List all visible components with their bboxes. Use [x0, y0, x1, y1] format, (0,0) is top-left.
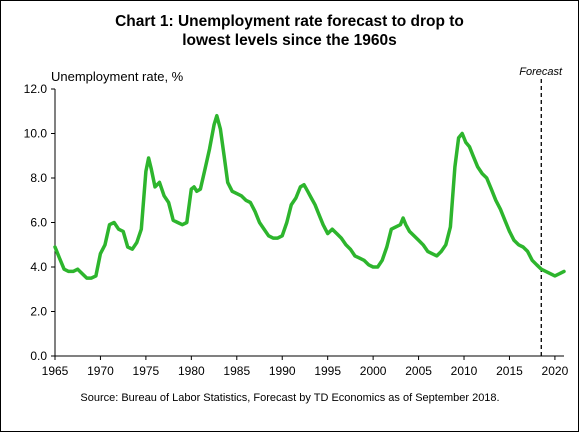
y-tick-label: 0.0	[30, 349, 47, 363]
x-tick-label: 1970	[87, 364, 114, 378]
chart-title-line-2: lowest levels since the 1960s	[182, 32, 397, 49]
y-tick-label: 2.0	[30, 305, 47, 319]
source-note: Source: Bureau of Labor Statistics, Fore…	[80, 392, 499, 404]
x-tick-label: 2010	[451, 364, 478, 378]
x-tick-label: 1965	[42, 364, 69, 378]
y-tick-label: 10.0	[24, 127, 48, 141]
y-tick-label: 12.0	[24, 82, 48, 96]
x-tick-label: 2000	[360, 364, 387, 378]
unemployment-rate-line	[53, 113, 566, 280]
y-tick-label: 8.0	[30, 171, 47, 185]
forecast-label: Forecast	[519, 66, 563, 78]
x-tick-label: 2015	[496, 364, 523, 378]
x-tick-label: 1990	[269, 364, 296, 378]
x-tick-label: 1995	[314, 364, 341, 378]
chart-title-line-1: Chart 1: Unemployment rate forecast to d…	[115, 13, 464, 30]
x-tick-label: 1975	[133, 364, 160, 378]
x-axis: 1965 1970 1975 1980 1985 1990 1995 2000 2005 2010…	[42, 355, 569, 378]
x-tick-label: 1980	[178, 364, 205, 378]
chart-title: Chart 1: Unemployment rate forecast to d…	[1, 12, 578, 50]
x-tick-label: 1985	[223, 364, 250, 378]
y-tick-label: 6.0	[30, 216, 47, 230]
y-tick-label: 4.0	[30, 260, 47, 274]
x-tick-label: 2020	[542, 364, 569, 378]
y-axis-label: Unemployment rate, %	[51, 69, 184, 84]
y-axis: 0.0 2.0 4.0 6.0 8.0 10.0 12.0	[24, 82, 56, 363]
x-tick-label: 2005	[405, 364, 432, 378]
